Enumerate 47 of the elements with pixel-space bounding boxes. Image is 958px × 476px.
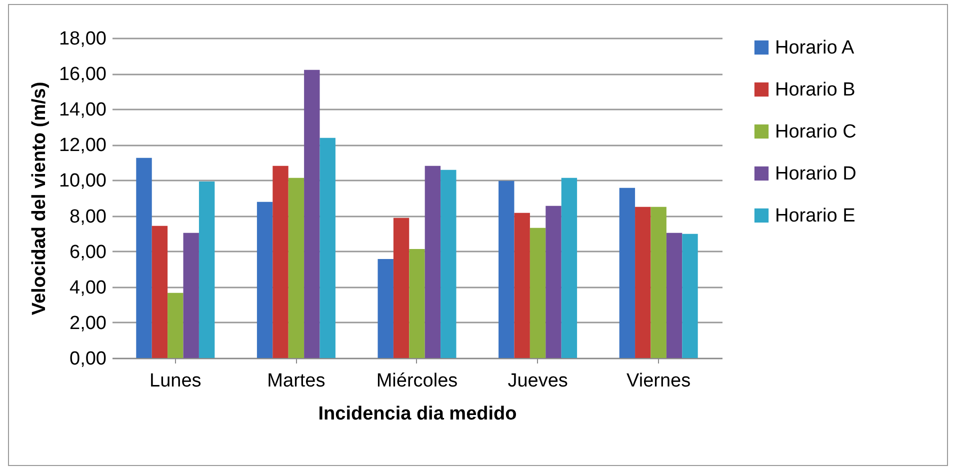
bar	[498, 180, 514, 358]
legend-label: Horario B	[775, 80, 856, 100]
y-tick-label: 2,00	[70, 312, 106, 334]
bar	[136, 158, 152, 358]
bar	[514, 212, 530, 358]
y-tick-label: 16,00	[58, 64, 106, 86]
bar	[168, 292, 184, 358]
y-tick-label: 6,00	[70, 242, 106, 263]
y-tick-label: 8,00	[70, 206, 106, 228]
y-tick-label: 14,00	[58, 100, 106, 121]
bar	[546, 206, 562, 358]
y-tick-label: 10,00	[58, 170, 106, 192]
bar	[320, 138, 336, 358]
legend-label: Horario D	[775, 164, 856, 184]
bar	[666, 232, 682, 358]
legend-label: Horario C	[775, 122, 856, 142]
bar	[409, 249, 425, 358]
bar	[561, 178, 578, 358]
bar	[393, 218, 410, 358]
bar	[288, 178, 304, 358]
legend-label: Horario E	[775, 206, 856, 226]
bar	[272, 166, 288, 358]
legend-label: Horario A	[775, 38, 855, 58]
x-tick-label: Viernes	[626, 370, 691, 392]
x-tick-label: Lunes	[150, 370, 202, 392]
y-axis-title: Velocidad del viento (m/s)	[28, 82, 50, 316]
bar	[198, 181, 215, 358]
bar	[256, 202, 273, 358]
bar	[304, 70, 320, 358]
y-tick-label: 18,00	[58, 28, 106, 50]
bar	[183, 232, 199, 358]
x-tick-label: Miércoles	[376, 370, 458, 392]
x-axis-title: Incidencia dia medido	[318, 404, 517, 424]
bar	[619, 188, 636, 358]
bar	[682, 234, 698, 358]
bar	[650, 206, 666, 358]
bar	[635, 206, 651, 358]
y-tick-label: 4,00	[70, 277, 106, 298]
bar	[424, 166, 441, 358]
y-tick-label: 0,00	[70, 348, 106, 370]
bar	[440, 170, 456, 358]
x-tick-label: Jueves	[508, 370, 568, 392]
y-tick-label: 12,00	[58, 135, 106, 156]
x-tick-label: Martes	[267, 370, 326, 392]
bar	[152, 226, 168, 358]
bar	[378, 258, 394, 358]
bar	[530, 228, 546, 358]
